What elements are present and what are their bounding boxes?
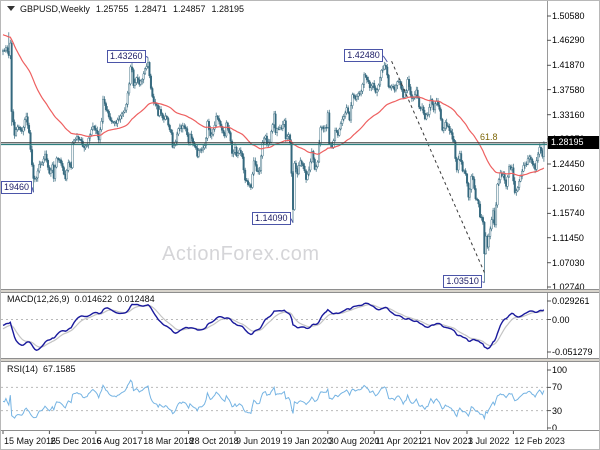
rsi-line: [2, 379, 545, 421]
swing-low-label: 19460: [1, 180, 33, 194]
watermark: ActionForex.com: [162, 243, 320, 265]
macd-name: MACD(12,26,9): [7, 294, 70, 304]
y-axis-label: 1.46290: [552, 35, 585, 46]
y-axis-label: 1.41870: [552, 60, 585, 71]
macd-indicator-label: MACD(12,26,9) 0.014622 0.012484: [7, 294, 155, 304]
x-axis-label: 25 Dec 2016: [50, 436, 102, 446]
x-axis-label: 21 Nov 2021: [421, 436, 473, 446]
y-axis-label: 1.50580: [552, 11, 585, 21]
ohlc-open: 1.25755: [95, 4, 129, 14]
symbol-period-label: GBPUSD,Weekly: [20, 4, 90, 14]
swing-high-label: 1.43260: [107, 49, 146, 63]
fib-level-label: 61.8: [480, 132, 498, 143]
x-axis-label: 19 Jan 2020: [282, 436, 332, 446]
rsi-indicator-label: RSI(14) 67.1585: [7, 364, 76, 374]
y-axis-label: 0.029261: [552, 296, 590, 306]
dropdown-arrow-icon[interactable]: [7, 6, 15, 11]
y-axis-label: 1.15740: [552, 208, 585, 219]
ohlc-high: 1.28471: [134, 4, 167, 14]
x-axis-label: 12 Feb 2023: [514, 436, 565, 446]
rsi-name: RSI(14): [7, 364, 39, 374]
swing-low-label: 1.03510: [443, 275, 482, 289]
label-connector: [290, 218, 294, 223]
panel-splitter-macd-rsi[interactable]: [1, 358, 599, 362]
y-axis-label: 1.37580: [552, 84, 585, 95]
macd-value-signal: 0.012484: [117, 294, 155, 304]
trendline-dashed[interactable]: [391, 61, 485, 273]
x-axis-label: 6 Aug 2017: [96, 436, 143, 446]
macd-value-main: 0.014622: [74, 294, 113, 304]
x-axis-label: 18 Mar 2018: [143, 436, 194, 446]
label-connector: [31, 187, 34, 193]
y-axis-label: -0.051279: [552, 347, 593, 357]
macd-main-line: [2, 302, 545, 351]
x-axis-label: 30 Aug 2020: [328, 436, 380, 446]
label-connector: [382, 55, 388, 63]
label-connector: [145, 56, 149, 58]
ohlc-close: 1.28195: [211, 4, 245, 14]
y-axis-label: 1.24450: [552, 159, 585, 169]
y-axis-label: 1.33160: [552, 109, 585, 120]
y-axis-label: 100: [552, 365, 568, 375]
x-axis-label: 28 Oct 2018: [189, 436, 239, 446]
swing-high-label: 1.42480: [344, 49, 383, 63]
y-axis-label: 1.02740: [552, 282, 585, 292]
y-axis-label: 70: [552, 382, 563, 393]
x-axis-label: 11 Apr 2021: [375, 436, 424, 446]
ohlc-low: 1.24857: [172, 4, 206, 14]
swing-low-label: 1.14090: [252, 212, 291, 226]
current-price-badge: 1.28195: [548, 136, 599, 150]
y-axis-label: 1.11450: [552, 232, 584, 243]
y-axis-label: 1.20160: [552, 183, 585, 194]
y-axis-label: 0.00: [552, 314, 570, 325]
panel-splitter-main-macd[interactable]: [1, 289, 599, 293]
rsi-value: 67.1585: [43, 364, 76, 374]
x-axis-label: 9 Jun 2019: [236, 436, 281, 446]
label-connector: [482, 281, 485, 284]
y-axis-label: 1.07030: [552, 257, 585, 268]
date-axis-border: [1, 430, 599, 431]
candles: [2, 32, 545, 283]
ma-line: [2, 34, 545, 177]
y-axis-label: 30: [552, 405, 563, 416]
x-axis-label: 3 Jul 2022: [468, 436, 510, 446]
chart-title: GBPUSD,Weekly 1.25755 1.28471 1.24857 1.2819…: [7, 4, 244, 14]
macd-signal-line: [2, 304, 545, 348]
x-axis-label: 15 May 2016: [4, 436, 57, 446]
y-axis-label: 0: [552, 423, 558, 433]
